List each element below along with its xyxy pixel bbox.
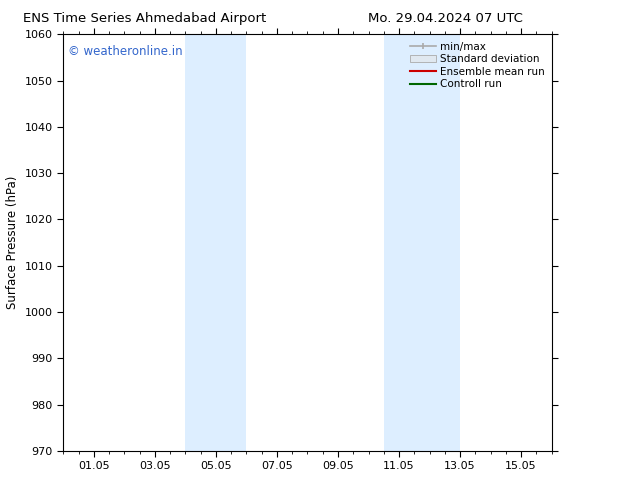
Bar	[186, 34, 247, 451]
Legend: min/max, Standard deviation, Ensemble mean run, Controll run: min/max, Standard deviation, Ensemble me…	[408, 40, 547, 92]
Text: ENS Time Series Ahmedabad Airport: ENS Time Series Ahmedabad Airport	[23, 12, 266, 25]
Bar	[384, 34, 460, 451]
Y-axis label: Surface Pressure (hPa): Surface Pressure (hPa)	[6, 176, 19, 309]
Text: Mo. 29.04.2024 07 UTC: Mo. 29.04.2024 07 UTC	[368, 12, 522, 25]
Text: © weatheronline.in: © weatheronline.in	[68, 45, 183, 58]
